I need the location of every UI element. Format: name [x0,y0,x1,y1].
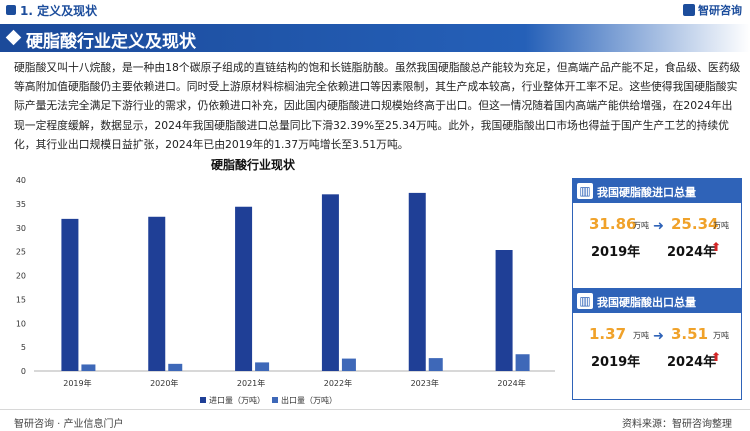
y-tick-label: 15 [16,295,26,304]
export-card: ▥ 我国硬脂酸出口总量 1.37 万吨 ➜ 3.51 万吨 2019年 2024… [572,288,742,400]
end-unit: 万吨 [713,331,729,340]
footer-source: 资料来源：智研咨询整理 [622,419,732,430]
y-tick-label: 20 [16,272,26,281]
x-tick-label: 2023年 [411,378,439,388]
end-unit: 万吨 [713,221,729,230]
section-marker-icon [6,5,16,15]
start-year: 2019年 [591,245,641,260]
import-bar [321,194,339,371]
x-tick-label: 2022年 [324,378,352,388]
end-year: 2024年 [667,245,717,260]
top-bar: 1. 定义及现状 智研咨询 [0,0,750,22]
footer: 智研咨询 · 产业信息门户 资料来源：智研咨询整理 [0,409,750,431]
legend-swatch [200,397,206,403]
chart-title: 硬脂酸行业现状 [211,158,296,172]
y-tick-label: 30 [16,224,26,233]
diamond-icon [5,29,22,46]
x-tick-label: 2020年 [150,378,178,388]
import-bar [235,206,253,371]
start-unit: 万吨 [633,221,649,230]
x-tick-label: 2019年 [63,378,91,388]
bar-chart: 0 5 10 15 20 25 30 35 40 2019年 2020年 2021年 2022年 2023… [16,176,555,405]
export-bar [81,364,96,371]
intro-paragraph: 硬脂酸又叫十八烷酸，是一种由18个碳原子组成的直链结构的饱和长链脂肪酸。虽然我国… [14,61,741,151]
start-value: 1.37 [589,325,627,343]
start-value: 31.86 [589,215,637,233]
logo-text: 智研咨询 [698,4,742,17]
page-title: 硬脂酸行业定义及现状 [26,32,196,52]
logo-icon [683,4,695,16]
export-bar [515,354,530,371]
arrow-up-icon: ⬆ [711,350,722,364]
footer-brand: 智研咨询 · 产业信息门户 [14,419,124,430]
card-label: 我国硬脂酸进口总量 [597,186,696,199]
card-header: ▥ 我国硬脂酸进口总量 [573,179,741,203]
export-bar [168,363,183,371]
legend-swatch [272,397,278,403]
chart-icon: ▥ [577,183,593,199]
arrow-right-icon: ➜ [653,219,664,234]
arrow-right-icon: ➜ [653,329,664,344]
chart-icon: ▥ [577,293,593,309]
import-bar [495,250,513,371]
x-tick-label: 2021年 [237,378,265,388]
y-tick-label: 5 [21,343,26,352]
import-card: ▥ 我国硬脂酸进口总量 31.86 万吨 ➜ 25.34 万吨 2019年 20… [572,178,742,290]
end-value: 25.34 [671,215,719,233]
import-bar [61,218,79,371]
brand-logo: 智研咨询 [683,2,742,18]
import-bar [408,192,426,371]
start-year: 2019年 [591,355,641,370]
end-year: 2024年 [667,355,717,370]
title-band: 硬脂酸行业定义及现状 [0,24,750,52]
export-bar [341,358,356,371]
y-tick-label: 0 [21,367,26,376]
legend-label: 出口量（万吨） [281,395,337,405]
legend-label: 进口量（万吨） [209,395,265,405]
arrow-up-icon: ⬆ [711,240,722,254]
section-label: 1. 定义及现状 [20,4,98,18]
end-value: 3.51 [671,325,709,343]
export-bar [428,358,443,371]
y-tick-label: 35 [16,200,26,209]
y-tick-label: 25 [16,248,26,257]
card-header: ▥ 我国硬脂酸出口总量 [573,289,741,313]
y-tick-label: 10 [16,319,26,328]
import-bar [148,216,166,371]
card-label: 我国硬脂酸出口总量 [597,296,696,309]
y-tick-label: 40 [16,176,26,185]
export-bar [255,362,270,371]
start-unit: 万吨 [633,331,649,340]
x-tick-label: 2024年 [497,378,525,388]
